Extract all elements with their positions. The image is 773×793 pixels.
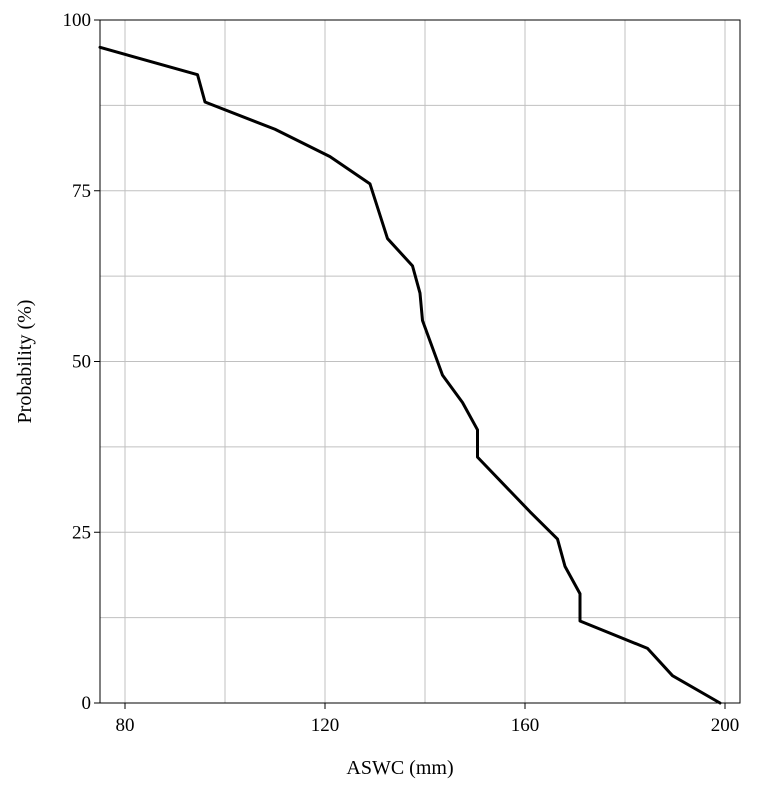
y-tick-label: 0 xyxy=(82,693,92,714)
y-axis-label: Probability (%) xyxy=(14,300,36,424)
x-tick-label: 160 xyxy=(511,715,540,736)
y-axis-tick-labels: 0 25 50 75 100 xyxy=(63,10,92,714)
series-line xyxy=(98,45,722,705)
series-layer xyxy=(98,45,722,705)
x-tick-label: 200 xyxy=(711,715,740,736)
x-axis-label: ASWC (mm) xyxy=(346,757,453,779)
grid-lines xyxy=(100,20,740,703)
tick-marks xyxy=(94,19,726,709)
y-tick-label: 50 xyxy=(72,352,91,373)
y-tick-label: 100 xyxy=(63,10,92,31)
y-tick-label: 75 xyxy=(72,181,91,202)
x-axis-tick-labels: 80 120 160 200 xyxy=(116,715,740,736)
x-tick-label: 120 xyxy=(311,715,340,736)
x-tick-label: 80 xyxy=(116,715,135,736)
y-tick-label: 25 xyxy=(72,522,91,543)
